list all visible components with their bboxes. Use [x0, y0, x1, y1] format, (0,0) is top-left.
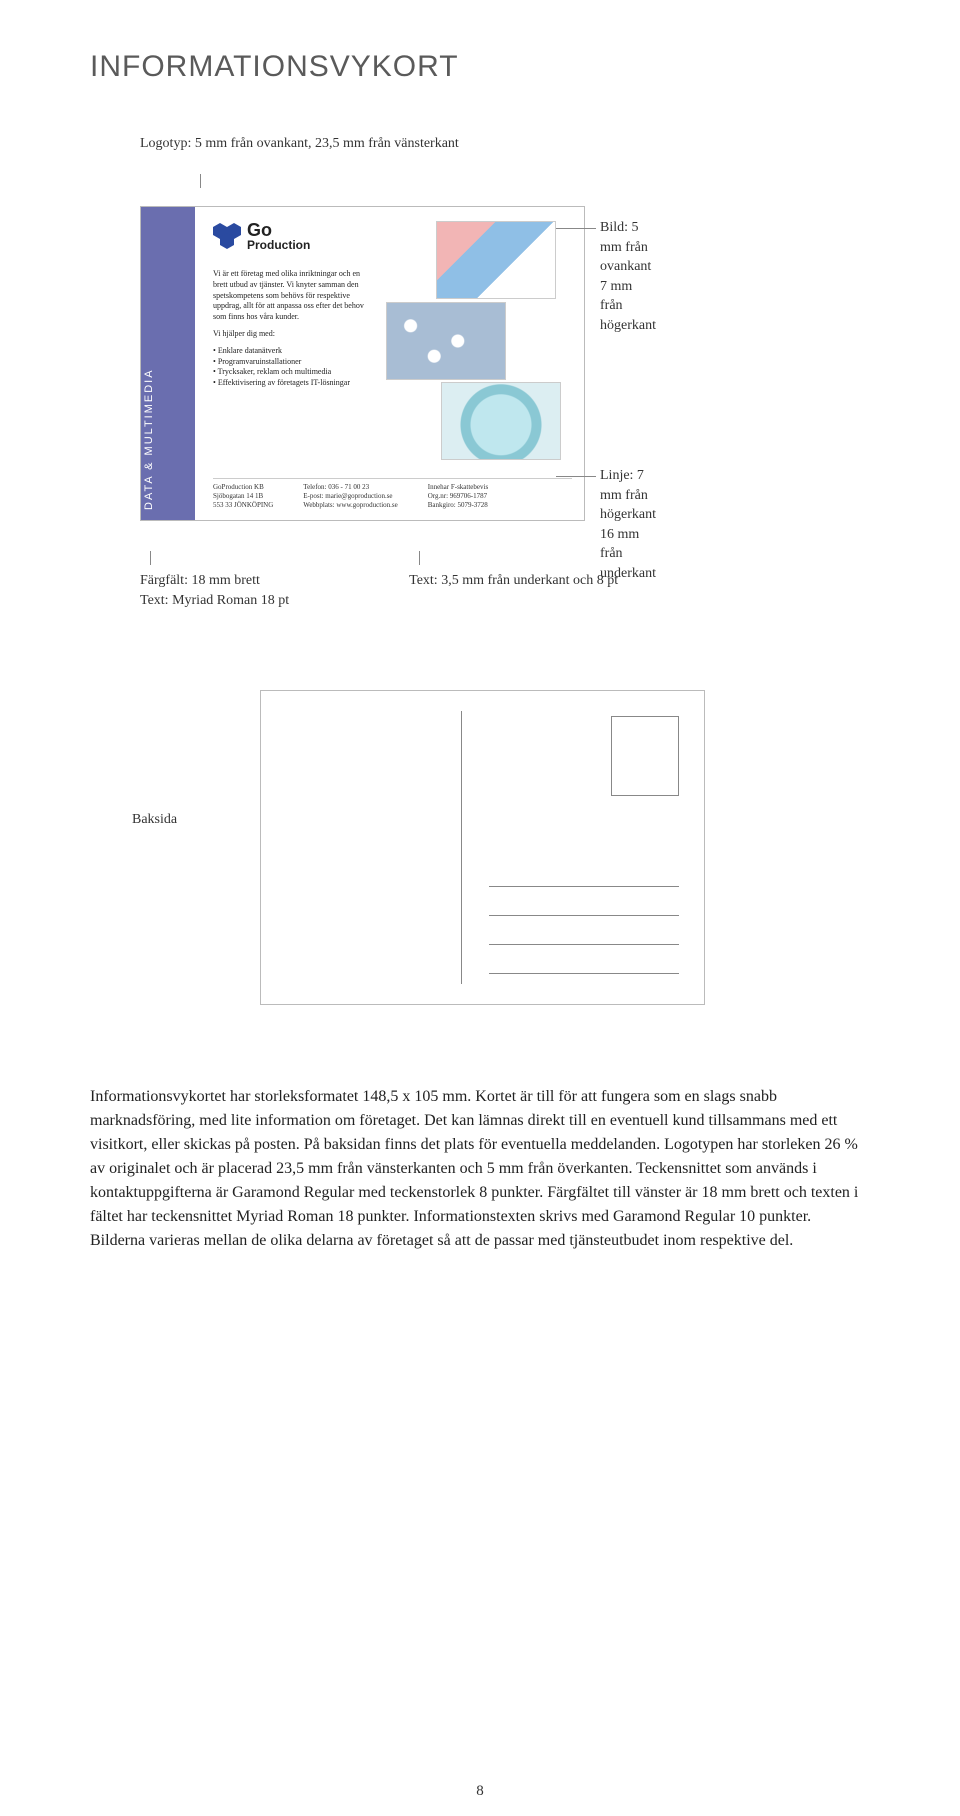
- address-lines: [489, 858, 679, 974]
- bild-spec-l1: Bild: 5 mm från ovankant: [600, 218, 656, 277]
- footer-col-3: Innehar F-skattebevis Org.nr: 969706-178…: [428, 483, 488, 510]
- footer-c3l2: Org.nr: 969706-1787: [428, 492, 488, 501]
- page-number: 8: [476, 1783, 484, 1800]
- front-card-wrapper: DATA & MULTIMEDIA Go Production Vi är et…: [140, 206, 870, 521]
- address-line-1: [489, 886, 679, 887]
- card-li-4: Effektivisering av företagets IT-lösning…: [213, 378, 373, 389]
- footer-c2l3: Webbplats: www.goproduction.se: [303, 501, 397, 510]
- logotyp-tick: [200, 174, 201, 188]
- card-image-1: [436, 221, 556, 299]
- fargfalt-l1: Färgfält: 18 mm brett: [140, 571, 289, 591]
- page-title: INFORMATIONSVYKORT: [90, 50, 870, 84]
- bild-annotation: Bild: 5 mm från ovankant 7 mm från höger…: [600, 218, 656, 336]
- card-li-3: Trycksaker, reklam och multimedia: [213, 367, 373, 378]
- front-card: DATA & MULTIMEDIA Go Production Vi är et…: [140, 206, 585, 521]
- fargfalt-annotation: Färgfält: 18 mm brett Text: Myriad Roman…: [140, 551, 289, 610]
- footer-c3l1: Innehar F-skattebevis: [428, 483, 488, 492]
- text-under-annotation: Text: 3,5 mm från underkant och 8 pt: [409, 551, 618, 610]
- description-paragraph: Informationsvykortet har storleksformate…: [90, 1085, 870, 1253]
- stamp-box: [611, 716, 679, 796]
- footer-col-2: Telefon: 036 - 71 00 23 E-post: marie@go…: [303, 483, 397, 510]
- card-body-p2: Vi hjälper dig med:: [213, 329, 373, 340]
- logo-text-go: Go: [247, 221, 310, 239]
- baksida-area: Baksida: [140, 690, 870, 1005]
- color-bar: DATA & MULTIMEDIA: [141, 207, 195, 520]
- address-line-2: [489, 915, 679, 916]
- footer-c1l3: 553 33 JÖNKÖPING: [213, 501, 273, 510]
- fargfalt-tick: [150, 551, 151, 565]
- card-body-p1: Vi är ett företag med olika inriktningar…: [213, 269, 373, 323]
- baksida-label: Baksida: [132, 810, 177, 830]
- footer-col-1: GoProduction KB Sjöbogatan 14 1B 553 33 …: [213, 483, 273, 510]
- footer-c2l1: Telefon: 036 - 71 00 23: [303, 483, 397, 492]
- below-card-annotations: Färgfält: 18 mm brett Text: Myriad Roman…: [140, 551, 870, 610]
- address-line-3: [489, 944, 679, 945]
- card-footer: GoProduction KB Sjöbogatan 14 1B 553 33 …: [213, 478, 572, 510]
- bild-spec-l2: 7 mm från högerkant: [600, 277, 656, 336]
- logo-text-production: Production: [247, 239, 310, 251]
- fargfalt-l2: Text: Myriad Roman 18 pt: [140, 591, 289, 611]
- linje-spec-l2: 16 mm från underkant: [600, 525, 656, 584]
- card-li-2: Programvaruinstallationer: [213, 357, 373, 368]
- footer-c1l2: Sjöbogatan 14 1B: [213, 492, 273, 501]
- postcard-divider: [461, 711, 462, 984]
- card-body-text: Vi är ett företag med olika inriktningar…: [213, 269, 373, 389]
- address-line-4: [489, 973, 679, 974]
- text-under-tick: [419, 551, 420, 565]
- footer-c1l1: GoProduction KB: [213, 483, 273, 492]
- card-image-2: [386, 302, 506, 380]
- logo-icon: [213, 223, 241, 249]
- color-bar-text: DATA & MULTIMEDIA: [143, 368, 155, 510]
- card-image-3: [441, 382, 561, 460]
- footer-c2l2: E-post: marie@goproduction.se: [303, 492, 397, 501]
- postcard-back: [260, 690, 705, 1005]
- linje-spec-l1: Linje: 7 mm från högerkant: [600, 466, 656, 525]
- card-logo: Go Production: [213, 221, 310, 251]
- linje-annotation: Linje: 7 mm från högerkant 16 mm från un…: [600, 466, 656, 584]
- text-under-spec: Text: 3,5 mm från underkant och 8 pt: [409, 571, 618, 591]
- logotyp-spec-text: Logotyp: 5 mm från ovankant, 23,5 mm frå…: [140, 134, 459, 154]
- footer-c3l3: Bankgiro: 5079-3728: [428, 501, 488, 510]
- logotyp-annotation: Logotyp: 5 mm från ovankant, 23,5 mm frå…: [140, 134, 870, 194]
- card-li-1: Enklare datanätverk: [213, 346, 373, 357]
